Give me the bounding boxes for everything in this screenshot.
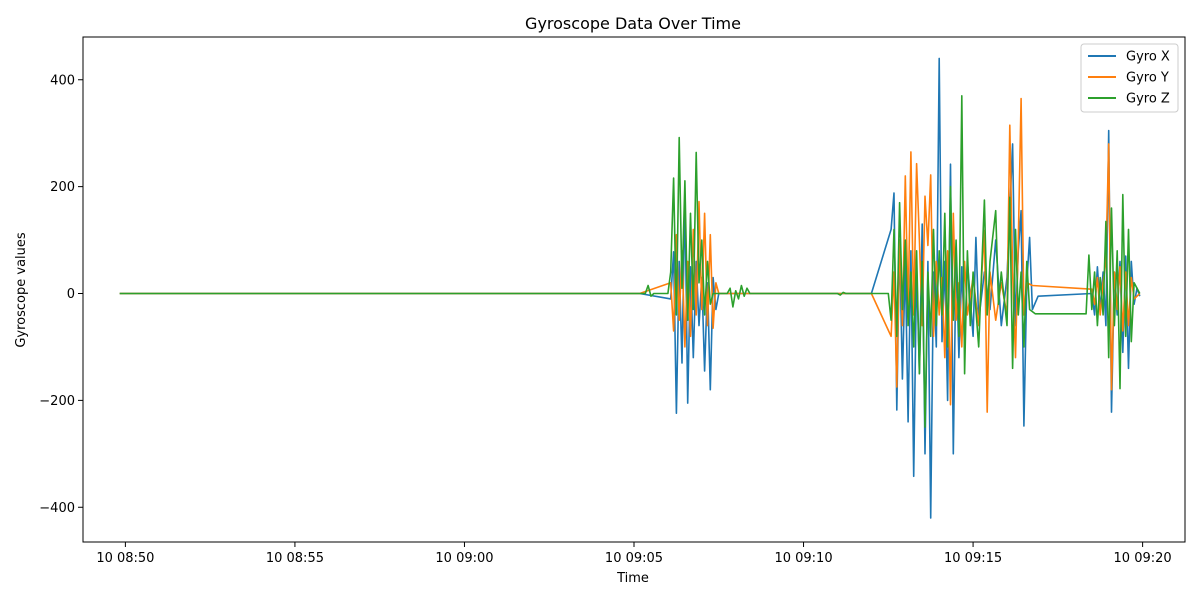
x-tick-label: 10 09:20 — [1114, 551, 1172, 566]
x-tick-label: 10 08:50 — [96, 551, 154, 566]
x-axis-label: Time — [616, 571, 649, 586]
y-axis-label: Gyroscope values — [14, 232, 29, 348]
x-axis-ticks: 10 08:50 10 08:55 10 09:00 10 09:05 10 09:10… — [96, 542, 1172, 566]
x-tick-label: 10 09:15 — [944, 551, 1002, 566]
x-tick-label: 10 09:00 — [435, 551, 493, 566]
legend-label: Gyro Y — [1126, 71, 1169, 86]
legend-label: Gyro Z — [1126, 92, 1170, 107]
y-tick-label: 0 — [67, 287, 75, 302]
legend-box — [1080, 43, 1179, 113]
x-tick-label: 10 08:55 — [266, 551, 324, 566]
legend-label: Gyro X — [1126, 50, 1170, 65]
y-tick-label: −200 — [39, 394, 75, 409]
y-tick-label: −400 — [39, 501, 75, 516]
y-axis-ticks: −400 −200 0 200 400 — [39, 73, 83, 516]
legend: Gyro X Gyro Y Gyro Z — [1080, 43, 1179, 113]
x-tick-label: 10 09:10 — [774, 551, 832, 566]
chart-title: Gyroscope Data Over Time — [525, 14, 741, 33]
y-tick-label: 200 — [50, 180, 75, 195]
series-line-3 — [119, 95, 1141, 428]
x-tick-label: 10 09:05 — [605, 551, 663, 566]
series-layer — [119, 57, 1141, 519]
y-tick-label: 400 — [50, 73, 75, 88]
plot-area — [82, 36, 1186, 543]
